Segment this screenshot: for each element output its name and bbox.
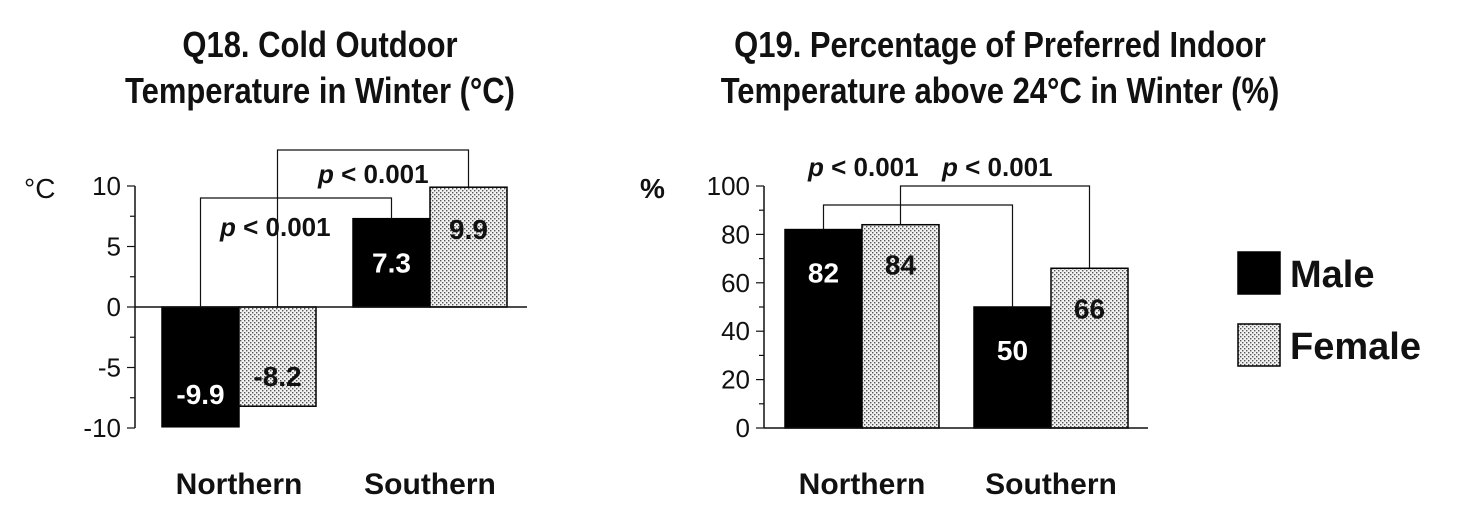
chart2-title-line1: Q19. Percentage of Preferred Indoor — [734, 24, 1266, 65]
chart1-data-label: 7.3 — [372, 248, 411, 279]
chart1-y-tick-label: 5 — [107, 232, 121, 262]
chart1-y-tick-label: -5 — [98, 353, 121, 383]
legend-swatch-female — [1237, 323, 1281, 367]
chart1-data-label: 9.9 — [449, 214, 488, 245]
chart2-category-label: Southern — [985, 468, 1117, 501]
chart2-y-tick-label: 20 — [721, 365, 750, 395]
chart2-category-label: Northern — [799, 468, 926, 501]
chart1-title: Q18. Cold Outdoor Temperature in Winter … — [96, 22, 543, 114]
chart2-bar-female-northern — [861, 223, 940, 429]
chart1-data-label: -9.9 — [176, 379, 224, 410]
chart1-y-tick-label: 0 — [107, 292, 121, 322]
legend: Male Female — [1237, 251, 1421, 368]
chart2-data-label: 50 — [997, 335, 1028, 366]
chart2-significance-bracket — [822, 204, 1014, 307]
chart1-title-line2: Temperature in Winter (°C) — [125, 70, 515, 111]
chart2-data-label: 82 — [808, 258, 839, 289]
chart2-title: Q19. Percentage of Preferred Indoor Temp… — [682, 22, 1318, 114]
chart2-bar-male-northern — [784, 228, 863, 429]
chart2-y-tick-label: 0 — [736, 413, 750, 443]
chart1-category-label: Northern — [176, 468, 303, 501]
chart2: 100 80 60 40 20 0% 82 84 50 66 Northern Southern p <… — [640, 152, 1148, 501]
chart1-data-label: -8.2 — [253, 361, 301, 392]
chart1-title-line1: Q18. Cold Outdoor — [182, 24, 458, 65]
chart2-y-tick-label: 40 — [721, 316, 750, 346]
chart1-p-value: p < 0.001 — [219, 212, 331, 242]
legend-swatch-male — [1237, 251, 1281, 295]
chart2-data-label: 66 — [1074, 293, 1105, 324]
chart2-y-tick-label: 60 — [721, 268, 750, 298]
chart2-title-line2: Temperature above 24°C in Winter (%) — [720, 70, 1280, 111]
chart1-y-tick-label: -10 — [83, 413, 121, 443]
chart1-bar-male-northern — [161, 306, 240, 428]
chart1-significance-bracket — [199, 197, 393, 307]
chart2-y-tick-label: 80 — [721, 219, 750, 249]
chart1-bar-female-northern — [238, 306, 317, 407]
chart2-p-value: p < 0.001 — [941, 152, 1053, 182]
legend-label-female: Female — [1290, 326, 1421, 368]
legend-label-male: Male — [1290, 254, 1374, 296]
chart2-y-unit: % — [640, 173, 665, 204]
chart1-significance-bracket — [276, 149, 470, 307]
chart1-y-tick-label: 10 — [92, 171, 121, 201]
chart1: 10 5 0 -5 -10 °C -9.9 -8.2 7.3 9.9 Northern Souther… — [24, 149, 527, 501]
chart1-bar-male-southern — [352, 217, 431, 308]
chart2-data-label: 84 — [885, 250, 917, 281]
chart2-y-tick-label: 100 — [707, 171, 750, 201]
chart1-y-unit: °C — [24, 173, 55, 204]
chart1-p-value: p < 0.001 — [317, 159, 429, 189]
chart2-bar-female-southern — [1050, 267, 1129, 429]
chart2-bar-male-southern — [973, 306, 1052, 429]
chart1-category-label: Southern — [364, 468, 496, 501]
chart1-bar-female-southern — [429, 186, 508, 308]
chart2-p-value: p < 0.001 — [807, 152, 919, 182]
chart2-significance-bracket — [899, 185, 1091, 269]
